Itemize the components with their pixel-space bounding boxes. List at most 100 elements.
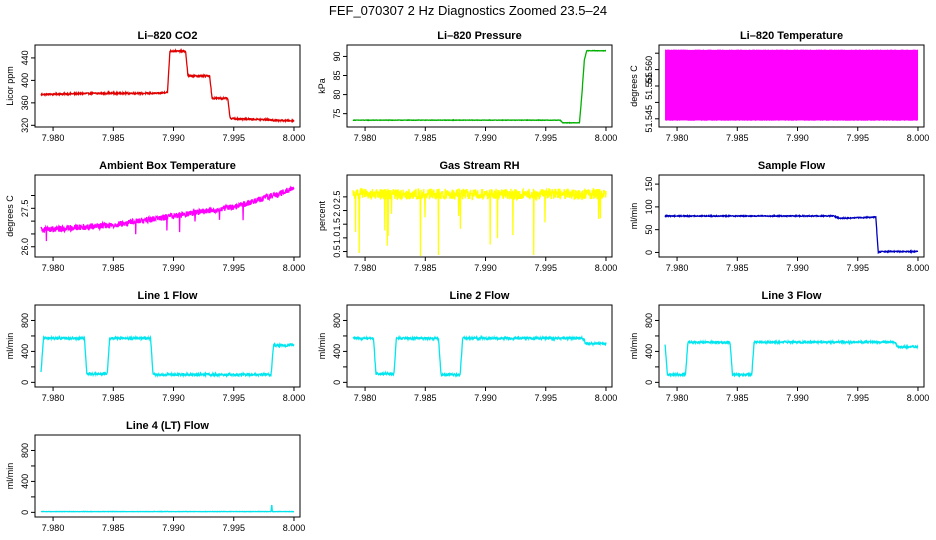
panel-title: Sample Flow — [758, 160, 826, 172]
y-tick-label: 400 — [20, 73, 30, 88]
x-tick-label: 8.000 — [283, 393, 306, 403]
y-axis-label: ml/min — [5, 463, 15, 490]
plot-frame — [34, 174, 301, 258]
x-tick-label: 7.990 — [786, 263, 809, 273]
x-tick-label: 7.985 — [726, 393, 749, 403]
x-tick-label: 7.985 — [102, 133, 125, 143]
x-tick-label: 7.980 — [42, 393, 65, 403]
y-tick-label: 800 — [644, 313, 654, 328]
x-tick-label: 7.995 — [846, 133, 869, 143]
y-tick-label: 800 — [20, 443, 30, 458]
series-line — [664, 213, 919, 255]
y-tick-label: 27.5 — [20, 200, 30, 218]
y-tick-label: 0 — [332, 380, 342, 385]
plot-frame — [346, 304, 613, 388]
x-tick-label: 7.985 — [102, 263, 125, 273]
x-tick-label: 7.990 — [162, 393, 185, 403]
panel-title: Line 1 Flow — [138, 290, 198, 302]
x-tick-label: 8.000 — [595, 393, 618, 403]
y-axis-label: degrees C — [5, 195, 15, 237]
y-axis-label: Licor ppm — [5, 66, 15, 106]
x-tick-label: 7.980 — [354, 133, 377, 143]
series-line — [664, 338, 919, 378]
x-tick-label: 8.000 — [283, 263, 306, 273]
x-tick-label: 7.990 — [162, 263, 185, 273]
plot-frame — [34, 304, 301, 388]
panel-7: Line 1 Flow 7.980 7.985 7.990 7.995 8.000 0 400… — [5, 290, 305, 403]
y-axis-label: kPa — [317, 78, 327, 94]
y-tick-label: 400 — [644, 344, 654, 359]
y-tick-label: 0 — [644, 380, 654, 385]
panel-5: Gas Stream RH 7.980 7.985 7.990 7.995 8.000 0.… — [317, 160, 617, 273]
panel-title: Line 3 Flow — [762, 290, 822, 302]
y-tick-label: 1.5 — [332, 218, 342, 231]
y-axis-label: percent — [317, 200, 327, 231]
panel-3: Li–820 Temperature 7.980 7.985 7.990 7.995 8.… — [629, 30, 929, 143]
y-tick-label: 0.5 — [332, 245, 342, 258]
x-tick-label: 7.995 — [222, 523, 245, 533]
x-tick-label: 7.990 — [162, 523, 185, 533]
series-line — [352, 334, 607, 378]
x-tick-label: 7.980 — [666, 263, 689, 273]
panel-1: Li–820 CO2 7.980 7.985 7.990 7.995 8.000 320 36… — [5, 30, 305, 143]
y-tick-label: 51.555 — [644, 72, 654, 100]
figure-title: FEF_070307 2 Hz Diagnostics Zoomed 23.5–… — [329, 3, 607, 18]
series-line — [352, 49, 607, 125]
x-tick-label: 7.995 — [222, 393, 245, 403]
y-tick-label: 50 — [644, 225, 654, 235]
plot-frame — [34, 434, 301, 518]
x-tick-label: 8.000 — [907, 133, 930, 143]
x-tick-label: 7.995 — [846, 263, 869, 273]
y-tick-label: 26.0 — [20, 238, 30, 256]
x-tick-label: 8.000 — [907, 393, 930, 403]
panels: Li–820 CO2 7.980 7.985 7.990 7.995 8.000 320 36… — [5, 30, 929, 533]
x-tick-label: 7.990 — [786, 133, 809, 143]
x-tick-label: 7.985 — [414, 133, 437, 143]
panel-title: Li–820 Pressure — [437, 30, 521, 42]
x-tick-label: 8.000 — [283, 133, 306, 143]
panel-10: Line 4 (LT) Flow 7.980 7.985 7.990 7.995 8.00… — [5, 420, 305, 533]
y-axis-label: ml/min — [629, 333, 639, 360]
y-tick-label: 90 — [332, 51, 342, 61]
y-tick-label: 320 — [20, 118, 30, 133]
x-tick-label: 7.990 — [162, 133, 185, 143]
x-tick-label: 7.980 — [42, 523, 65, 533]
x-tick-label: 7.990 — [474, 263, 497, 273]
panel-title: Line 4 (LT) Flow — [126, 420, 209, 432]
y-tick-label: 51.545 — [644, 105, 654, 133]
series-line — [352, 187, 607, 256]
y-tick-label: 800 — [20, 313, 30, 328]
y-tick-label: 51.560 — [644, 56, 654, 84]
panel-title: Li–820 Temperature — [740, 30, 843, 42]
y-tick-label: 0 — [644, 250, 654, 255]
series-line — [665, 49, 918, 121]
x-tick-label: 7.985 — [102, 393, 125, 403]
x-tick-label: 8.000 — [595, 263, 618, 273]
x-tick-label: 7.980 — [42, 263, 65, 273]
y-tick-label: 1.0 — [332, 232, 342, 245]
panel-title: Li–820 CO2 — [138, 30, 198, 42]
x-tick-label: 7.995 — [534, 133, 557, 143]
y-tick-label: 360 — [20, 95, 30, 110]
x-tick-label: 8.000 — [283, 523, 306, 533]
x-tick-label: 7.980 — [666, 393, 689, 403]
y-tick-label: 0 — [20, 380, 30, 385]
series-line — [40, 504, 294, 513]
panel-9: Line 3 Flow 7.980 7.985 7.990 7.995 8.000 0 400… — [629, 290, 929, 403]
y-axis-label: ml/min — [5, 333, 15, 360]
x-tick-label: 7.990 — [786, 393, 809, 403]
x-tick-label: 7.995 — [846, 393, 869, 403]
series-band — [665, 49, 918, 121]
plot-frame — [346, 174, 613, 258]
plot-frame — [34, 44, 301, 128]
y-tick-label: 100 — [644, 199, 654, 214]
x-tick-label: 7.990 — [474, 133, 497, 143]
y-tick-label: 400 — [20, 344, 30, 359]
x-tick-label: 8.000 — [907, 263, 930, 273]
y-tick-label: 2.5 — [332, 191, 342, 204]
y-axis-label: degrees C — [629, 65, 639, 107]
panel-6: Sample Flow 7.980 7.985 7.990 7.995 8.000 0 50 1… — [629, 160, 929, 273]
panel-title: Line 2 Flow — [450, 290, 510, 302]
series-line — [40, 48, 295, 124]
